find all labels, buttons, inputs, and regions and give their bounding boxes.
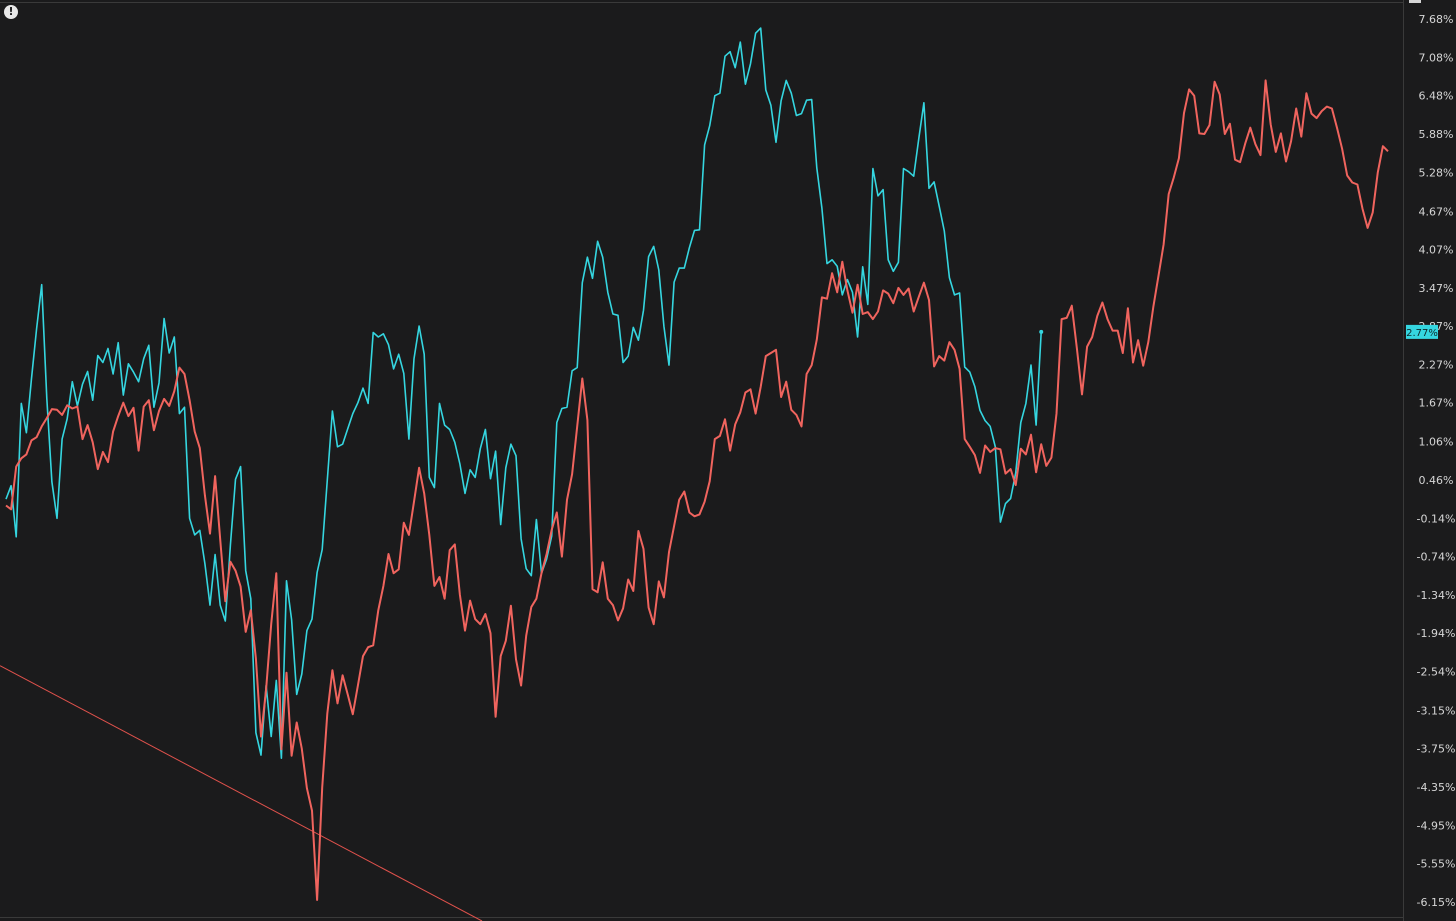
y-tick-label: -3.75%	[1417, 743, 1456, 756]
corner-marker	[1409, 0, 1421, 3]
y-tick-label: -0.74%	[1417, 551, 1456, 564]
y-tick-label: -5.55%	[1417, 858, 1456, 871]
y-tick-label: 4.07%	[1419, 244, 1454, 257]
y-tick-label: 4.67%	[1419, 205, 1454, 218]
y-tick-label: 3.47%	[1419, 282, 1454, 295]
y-tick-label: -6.15%	[1417, 896, 1456, 909]
y-tick-label: -1.34%	[1417, 589, 1456, 602]
y-tick-label: -0.14%	[1417, 512, 1456, 525]
series-line-1[interactable]	[5, 27, 1042, 760]
y-tick-label: 1.67%	[1419, 397, 1454, 410]
y-tick-label: 1.06%	[1419, 436, 1454, 449]
last-value-badge	[1406, 324, 1438, 339]
y-tick-label: -2.54%	[1417, 665, 1456, 678]
y-tick-label: -1.94%	[1417, 627, 1456, 640]
y-tick-label: 5.28%	[1419, 166, 1454, 179]
y-tick-label: 0.46%	[1419, 474, 1454, 487]
series-line-2[interactable]	[5, 79, 1389, 901]
trendline[interactable]	[0, 665, 483, 921]
y-tick-label: 7.68%	[1419, 13, 1454, 26]
y-tick-label: 6.48%	[1419, 90, 1454, 103]
y-tick-label: -3.15%	[1417, 704, 1456, 717]
y-tick-label: -4.95%	[1417, 819, 1456, 832]
y-tick-label: 7.08%	[1419, 51, 1454, 64]
y-tick-label: -4.35%	[1417, 781, 1456, 794]
y-tick-label: 5.88%	[1419, 128, 1454, 141]
y-tick-label: 2.27%	[1419, 358, 1454, 371]
series-1-end-point[interactable]	[1039, 329, 1044, 334]
alert-icon[interactable]: !	[4, 5, 18, 19]
last-value-label: 2.77%	[1406, 328, 1438, 339]
